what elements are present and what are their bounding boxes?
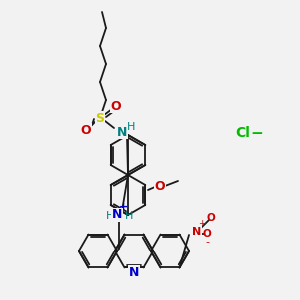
Text: O: O (111, 100, 121, 112)
Text: N: N (192, 227, 202, 237)
Text: H: H (127, 122, 135, 132)
Text: O: O (155, 181, 165, 194)
Text: H: H (106, 211, 114, 221)
Text: Cl: Cl (236, 126, 250, 140)
Text: O: O (202, 229, 211, 239)
Text: S: S (95, 112, 104, 124)
Text: H: H (125, 211, 133, 221)
Text: N: N (129, 266, 139, 278)
Text: N: N (112, 208, 122, 221)
Text: -: - (205, 237, 209, 247)
Text: +: + (119, 202, 129, 212)
Text: O: O (81, 124, 91, 136)
Text: N: N (117, 125, 127, 139)
Text: −: − (250, 125, 263, 140)
Text: O: O (207, 213, 215, 223)
Text: +: + (198, 220, 206, 229)
